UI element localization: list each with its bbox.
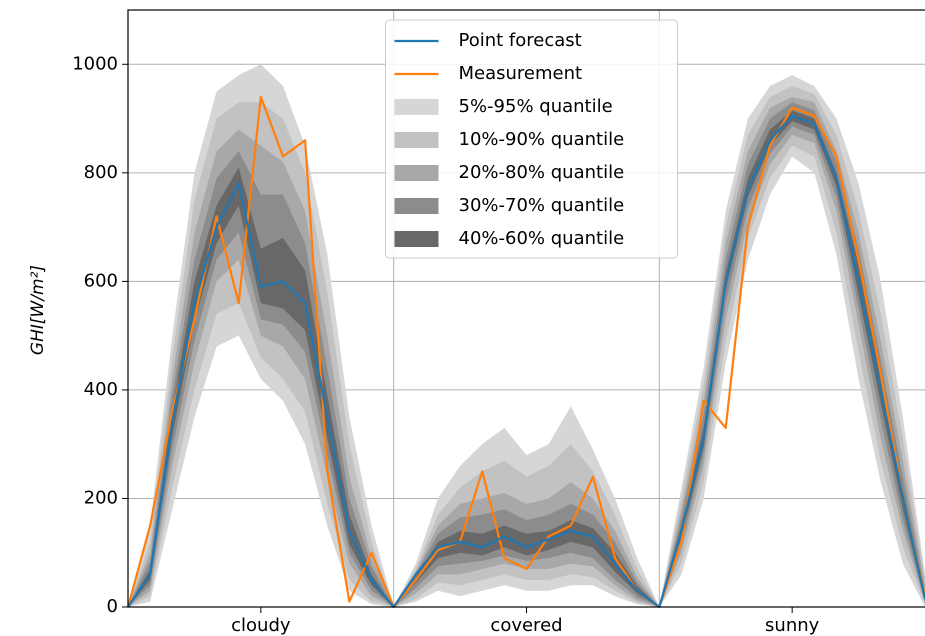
legend-label: Measurement	[459, 63, 583, 84]
series-line	[126, 95, 925, 609]
legend-label: 5%-95% quantile	[459, 96, 613, 117]
x-tick-label: cloudy	[231, 615, 291, 636]
x-tick-label: sunny	[765, 615, 820, 636]
plot-frame	[127, 9, 925, 608]
y-tick-label: 800	[84, 162, 118, 183]
legend-swatch	[394, 198, 439, 214]
legend-swatch	[394, 132, 439, 148]
series-line	[127, 114, 925, 609]
y-axis-label: GHI[W/m²]	[28, 265, 48, 355]
y-tick-label: 1000	[72, 53, 118, 74]
legend-box	[385, 19, 678, 259]
y-tick-label: 0	[107, 596, 118, 617]
legend-label: 30%-70% quantile	[459, 195, 625, 216]
legend-swatch	[394, 165, 439, 181]
legend-label: 40%-60% quantile	[459, 228, 625, 249]
legend-swatch	[394, 99, 439, 115]
quantile-band	[128, 96, 925, 607]
y-tick-label: 400	[84, 379, 118, 400]
legend-label: Point forecast	[459, 30, 582, 51]
y-tick-label: 200	[84, 487, 118, 508]
x-tick-label: covered	[490, 615, 562, 636]
y-tick-label: 600	[84, 270, 118, 291]
legend-swatch	[394, 231, 439, 247]
legend-label: 20%-80% quantile	[459, 162, 625, 183]
legend-label: 10%-90% quantile	[459, 129, 625, 150]
